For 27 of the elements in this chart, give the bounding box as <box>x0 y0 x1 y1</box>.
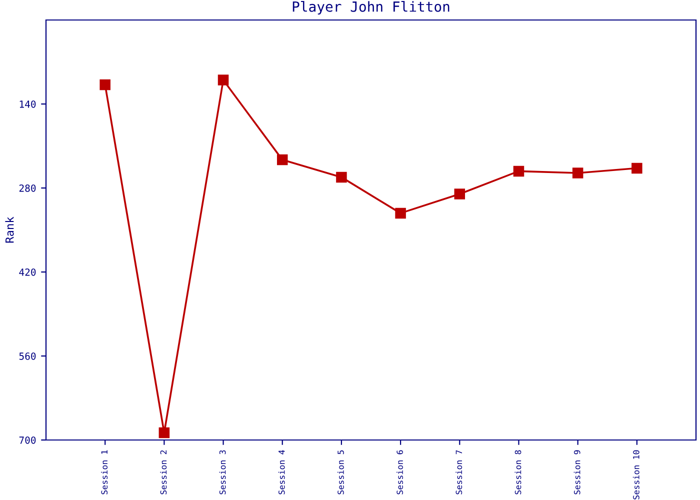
point <box>276 154 288 166</box>
x-tick-label: Session 2 <box>160 450 167 494</box>
y-tick-label: 280 <box>19 184 36 192</box>
x-tick-label: Session 8 <box>514 450 522 494</box>
y-tick-label: 140 <box>20 100 36 108</box>
x-tick-label: Session 9 <box>574 450 580 494</box>
y-tick-label: 560 <box>19 352 36 360</box>
chart-title: Player John Flitton <box>292 1 450 15</box>
y-tick-label: 420 <box>19 268 36 276</box>
point <box>218 74 229 86</box>
y-tick-label: 700 <box>19 436 36 444</box>
point <box>632 162 642 174</box>
x-tick-label: Session 1 <box>101 450 108 494</box>
point <box>395 208 406 219</box>
x-tick-label: Session 7 <box>456 450 462 494</box>
point <box>454 188 466 200</box>
y-axis-title: Rank <box>5 216 14 243</box>
point <box>336 172 347 183</box>
x-tick-label: Session 5 <box>337 450 344 494</box>
point <box>158 427 170 438</box>
point <box>572 168 584 178</box>
x-tick-label: Session 10 <box>632 450 640 500</box>
point <box>513 166 524 177</box>
x-tick-label: Session 6 <box>396 450 403 494</box>
x-tick-label: Session 3 <box>219 450 226 494</box>
point <box>100 79 110 90</box>
x-tick-label: Session 4 <box>278 450 285 494</box>
